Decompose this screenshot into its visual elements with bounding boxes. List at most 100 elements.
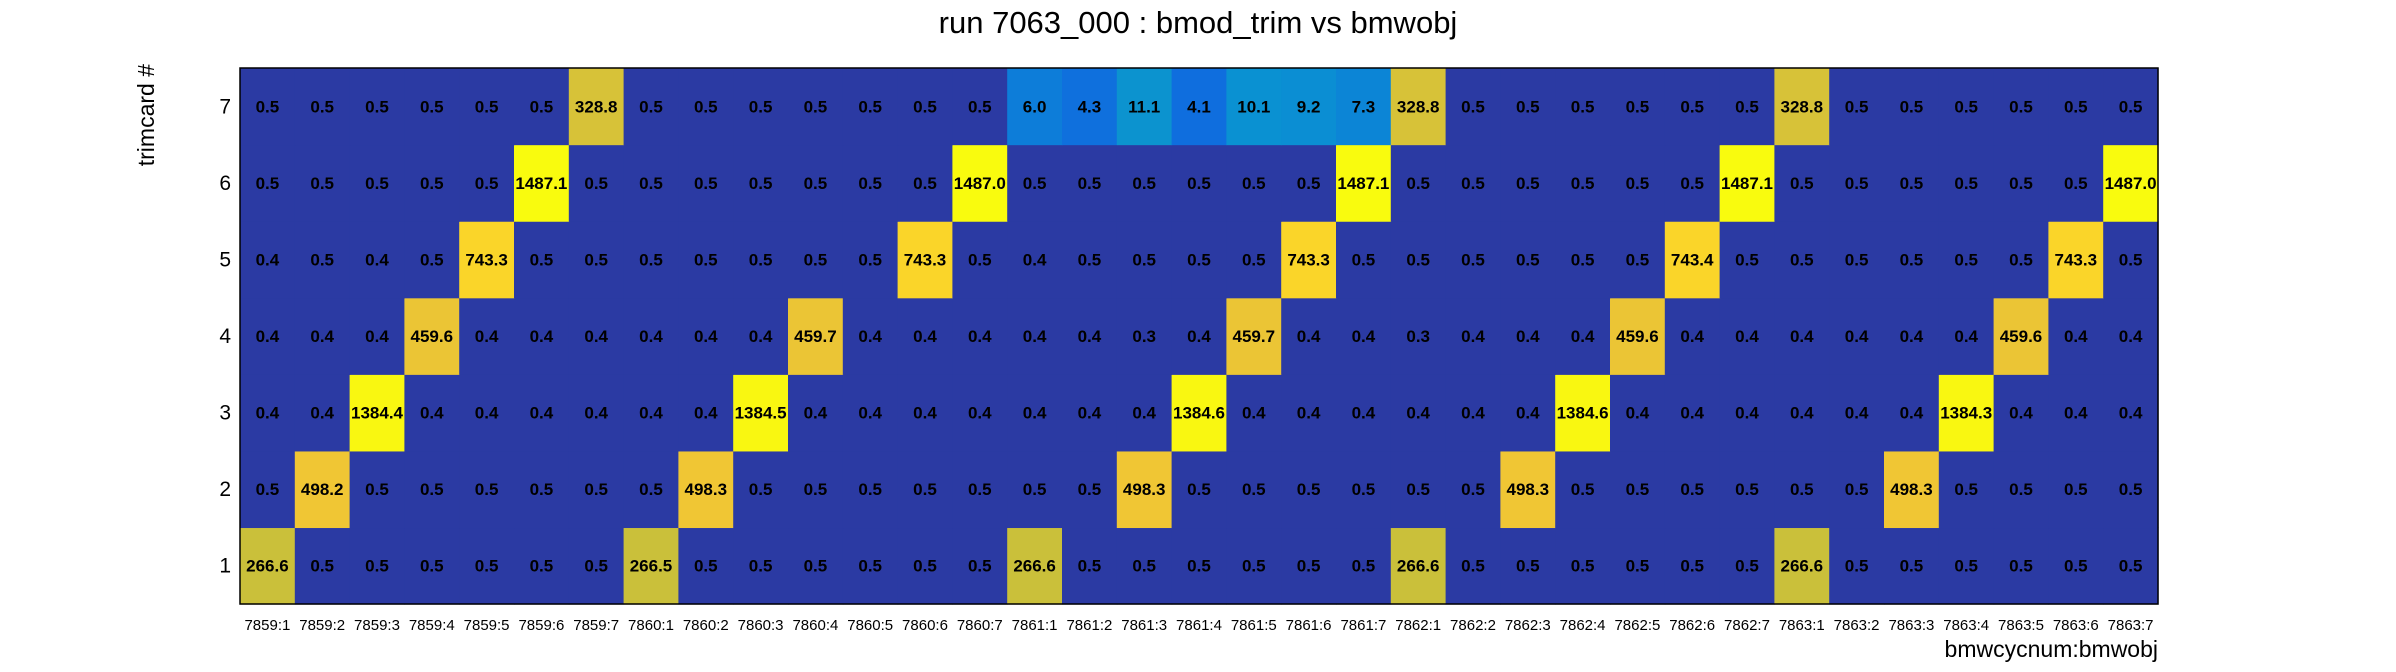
cell-value-label: 0.5 [475,174,499,193]
heatmap-cell [1610,527,1666,605]
cell-value-label: 0.4 [1023,327,1047,346]
heatmap-cell [1664,144,1721,222]
cell-value-label: 0.5 [1626,97,1650,116]
cell-value-label: 0.4 [1187,327,1211,346]
cell-value-label: 0.5 [694,174,718,193]
heatmap-cell [1500,297,1556,375]
cell-value-label: 0.4 [694,327,718,346]
cell-value-label: 0.5 [530,250,554,269]
heatmap-cell [1226,527,1282,605]
heatmap-cell [1007,450,1063,529]
y-tick-label: 4 [219,325,231,348]
x-tick-labels: 7859:1 7859:2 7859:3 7859:4 7859:5 7859:6 7859… [244,617,2153,634]
x-tick-label: 7860:6 [902,617,948,634]
cell-value-label: 0.5 [365,557,389,576]
x-tick-label: 7859:6 [518,617,564,634]
heatmap-cell [459,450,515,529]
heatmap-cell [1610,68,1666,146]
cell-value-label: 0.5 [1735,557,1759,576]
heatmap-cell [1226,221,1282,299]
heatmap-cell [1171,68,1227,146]
heatmap-cell [2048,527,2104,605]
heatmap-cell [1281,221,1337,299]
heatmap-cell [1226,68,1282,146]
cell-value-label: 0.4 [256,250,280,269]
cell-value-label: 0.3 [1406,327,1430,346]
heatmap-cell [897,450,953,529]
cell-value-label: 0.5 [1132,174,1156,193]
x-tick-label: 7863:2 [1834,617,1880,634]
heatmap-cell [1007,374,1063,452]
heatmap-cell [1171,297,1227,375]
heatmap-cell [678,527,734,605]
heatmap-cell [1062,221,1118,299]
heatmap-cell [1993,68,2049,146]
heatmap-cell [1774,221,1830,299]
heatmap-cell [897,221,953,299]
heatmap-cell [897,68,953,146]
cell-value-label: 0.4 [2064,404,2088,423]
heatmap-cell [2048,450,2104,529]
heatmap-cell [1774,68,1830,146]
y-tick-label: 1 [219,555,231,578]
x-tick-label: 7861:1 [1012,617,1058,634]
heatmap-cell [1336,297,1392,375]
cell-value-label: 0.4 [858,404,882,423]
heatmap-cell [1774,374,1830,452]
heatmap-cell [514,297,570,375]
heatmap-cell [2103,68,2159,146]
heatmap-cell [1336,68,1392,146]
cell-value-label: 0.5 [913,557,937,576]
heatmap-cell [1336,221,1392,299]
cell-value-label: 0.4 [1023,404,1047,423]
cell-value-label: 0.4 [256,327,280,346]
heatmap-cell [1445,68,1501,146]
heatmap-cell [1664,68,1721,146]
cell-value-label: 0.5 [1352,480,1376,499]
heatmap-cell [1390,68,1447,146]
heatmap-cell [1555,450,1611,529]
cell-value-label: 0.5 [968,97,992,116]
heatmap-cell [623,144,679,222]
heatmap-cell [1610,221,1666,299]
cell-value-label: 0.5 [1078,250,1102,269]
heatmap-cell [1116,527,1173,605]
cell-value-label: 0.5 [530,480,554,499]
cell-value-label: 0.4 [749,327,773,346]
cell-value-label: 0.5 [1790,250,1814,269]
cell-value-label: 0.5 [1680,174,1704,193]
heatmap-cell [623,450,679,529]
cell-value-label: 459.7 [1233,327,1276,346]
cell-value-label: 1384.6 [1557,404,1609,423]
heatmap-cell [623,374,679,452]
cell-value-label: 498.3 [685,480,728,499]
cell-value-label: 0.5 [1132,557,1156,576]
y-tick-label: 3 [219,402,231,425]
cell-value-label: 0.4 [1735,327,1759,346]
heatmap-cell [952,297,1008,375]
heatmap-cell [2103,221,2159,299]
cell-value-label: 0.5 [310,97,334,116]
cell-value-label: 0.4 [1078,404,1102,423]
heatmap-cell [733,68,789,146]
cell-value-label: 743.3 [1287,250,1330,269]
cell-value-label: 1487.1 [1337,174,1389,193]
heatmap-cell [1664,221,1721,299]
heatmap-cell [1555,374,1611,452]
cell-value-label: 459.6 [2000,327,2043,346]
heatmap-cell [1884,374,1940,452]
heatmap-cell [952,450,1008,529]
heatmap-cell [733,144,789,222]
cell-value-label: 0.5 [2009,174,2033,193]
heatmap-cell [1719,527,1775,605]
cell-value-label: 0.5 [1845,97,1869,116]
cell-value-label: 0.5 [1680,557,1704,576]
heatmap-cell [514,450,570,529]
heatmap-cell [404,450,460,529]
heatmap-cell [1829,450,1885,529]
cell-value-label: 7.3 [1352,97,1376,116]
heatmap-cell [1938,221,1995,299]
heatmap-cell [1829,221,1885,299]
heatmap-cell [1555,221,1611,299]
heatmap-cell [459,374,515,452]
